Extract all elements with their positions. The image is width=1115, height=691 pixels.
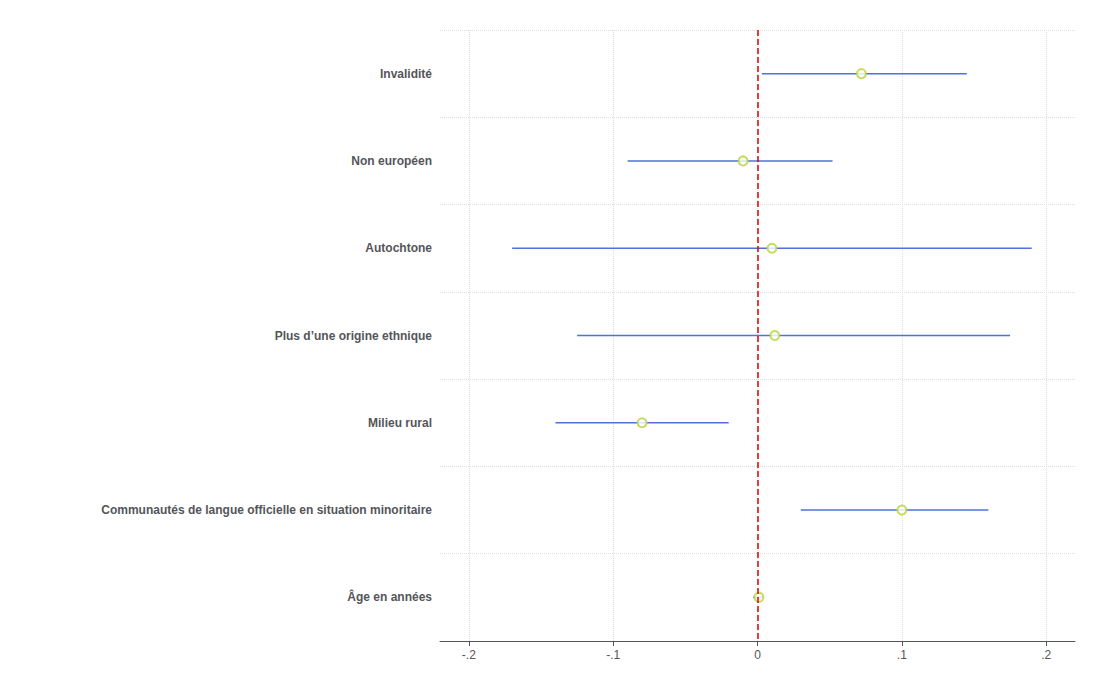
svg-text:.2: .2 [1041, 648, 1051, 662]
svg-text:Âge en années: Âge en années [347, 589, 432, 604]
svg-text:.1: .1 [897, 648, 907, 662]
svg-text:-.2: -.2 [462, 648, 476, 662]
svg-text:Plus d’une origine ethnique: Plus d’une origine ethnique [275, 329, 433, 343]
svg-text:Communautés de langue officiel: Communautés de langue officielle en situ… [101, 503, 432, 517]
svg-text:Milieu rural: Milieu rural [368, 416, 432, 430]
svg-text:Autochtone: Autochtone [365, 241, 432, 255]
svg-text:0: 0 [754, 648, 761, 662]
svg-text:Non européen: Non européen [351, 154, 432, 168]
svg-text:-.1: -.1 [606, 648, 620, 662]
svg-text:Invalidité: Invalidité [380, 67, 432, 81]
